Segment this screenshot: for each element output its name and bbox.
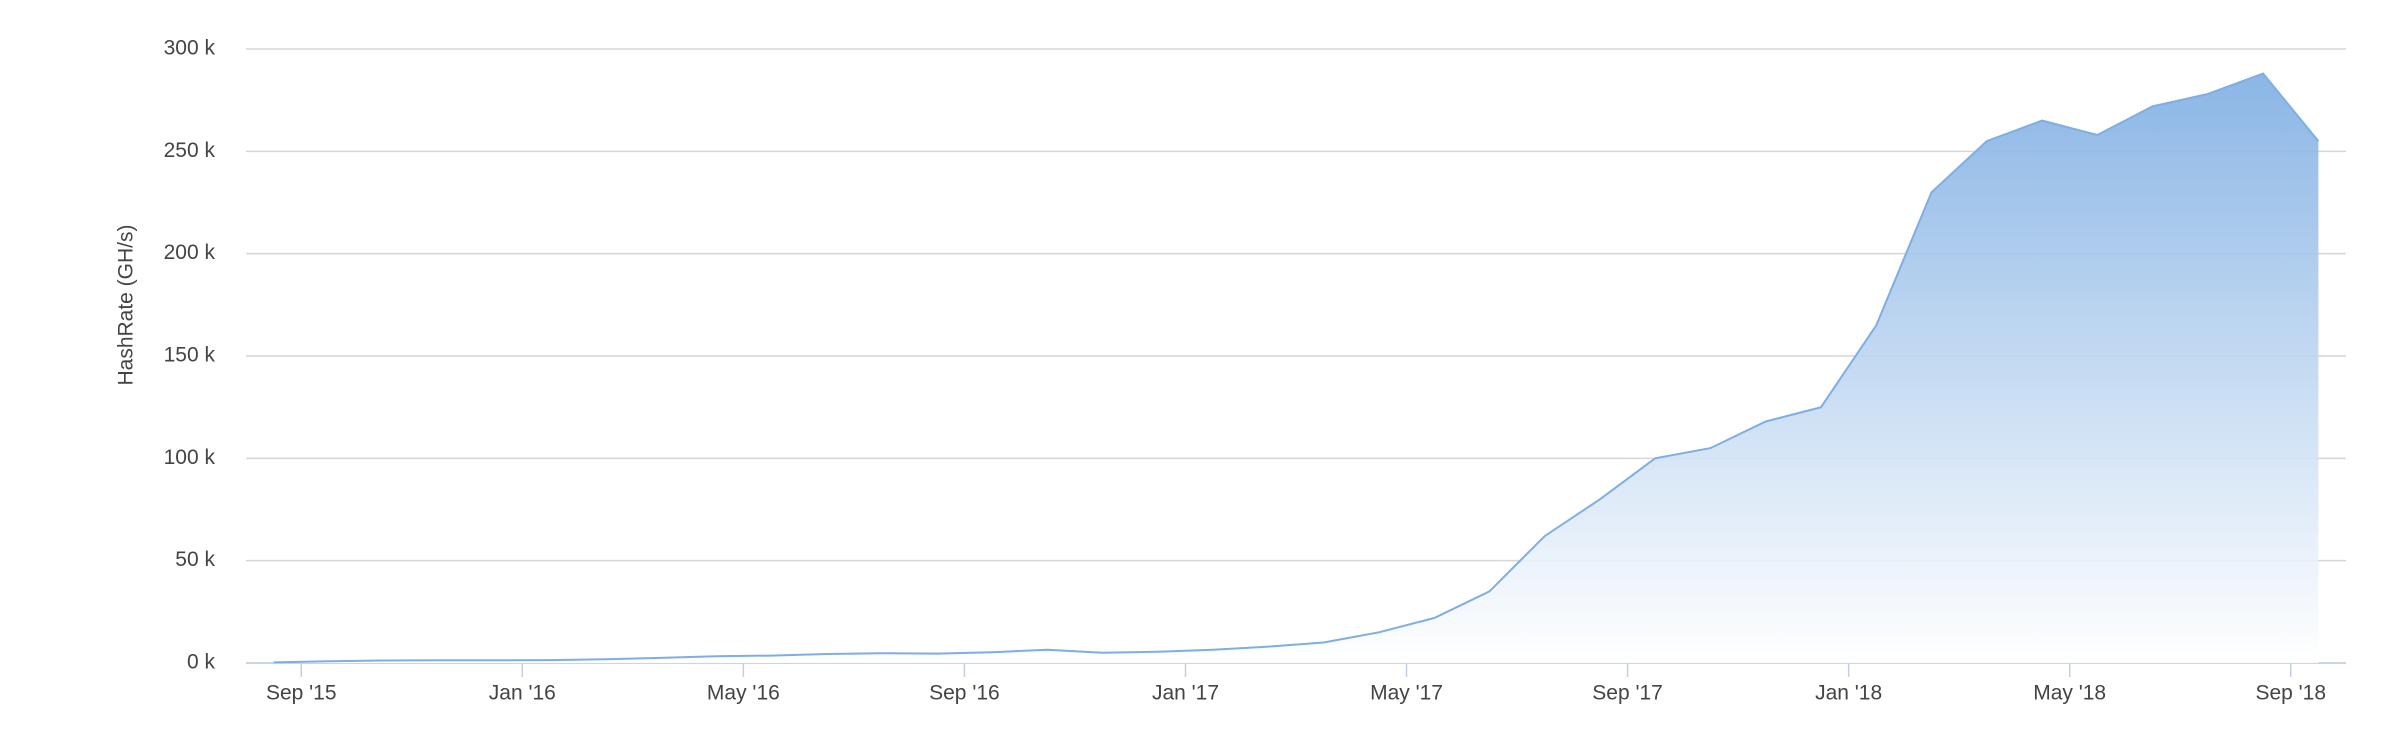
area <box>273 73 2319 664</box>
x-tick-label: May '18 <box>2033 682 2106 705</box>
y-tick-label: 300 k <box>164 37 216 60</box>
x-tick-label: Sep '17 <box>1592 682 1663 705</box>
x-tick-label: May '16 <box>707 682 780 705</box>
x-tick-label: May '17 <box>1370 682 1443 705</box>
x-tick-label: Sep '18 <box>2255 682 2326 705</box>
x-tick-label: Jan '18 <box>1815 682 1882 705</box>
y-tick-label: 250 k <box>164 139 216 162</box>
y-tick-label: 150 k <box>164 344 216 367</box>
x-tick-label: Jan '16 <box>489 682 556 705</box>
y-tick-label: 100 k <box>164 446 216 469</box>
x-tick-label: Sep '15 <box>266 682 337 705</box>
y-tick-label: 50 k <box>175 548 215 571</box>
x-tick-label: Sep '16 <box>929 682 1000 705</box>
line <box>273 72 2320 664</box>
y-tick-label: 200 k <box>164 241 216 264</box>
y-tick-label: 0 k <box>187 651 216 674</box>
y-axis-title: HashRate (GH/s) <box>115 224 138 385</box>
x-tick-label: Jan '17 <box>1152 682 1219 705</box>
